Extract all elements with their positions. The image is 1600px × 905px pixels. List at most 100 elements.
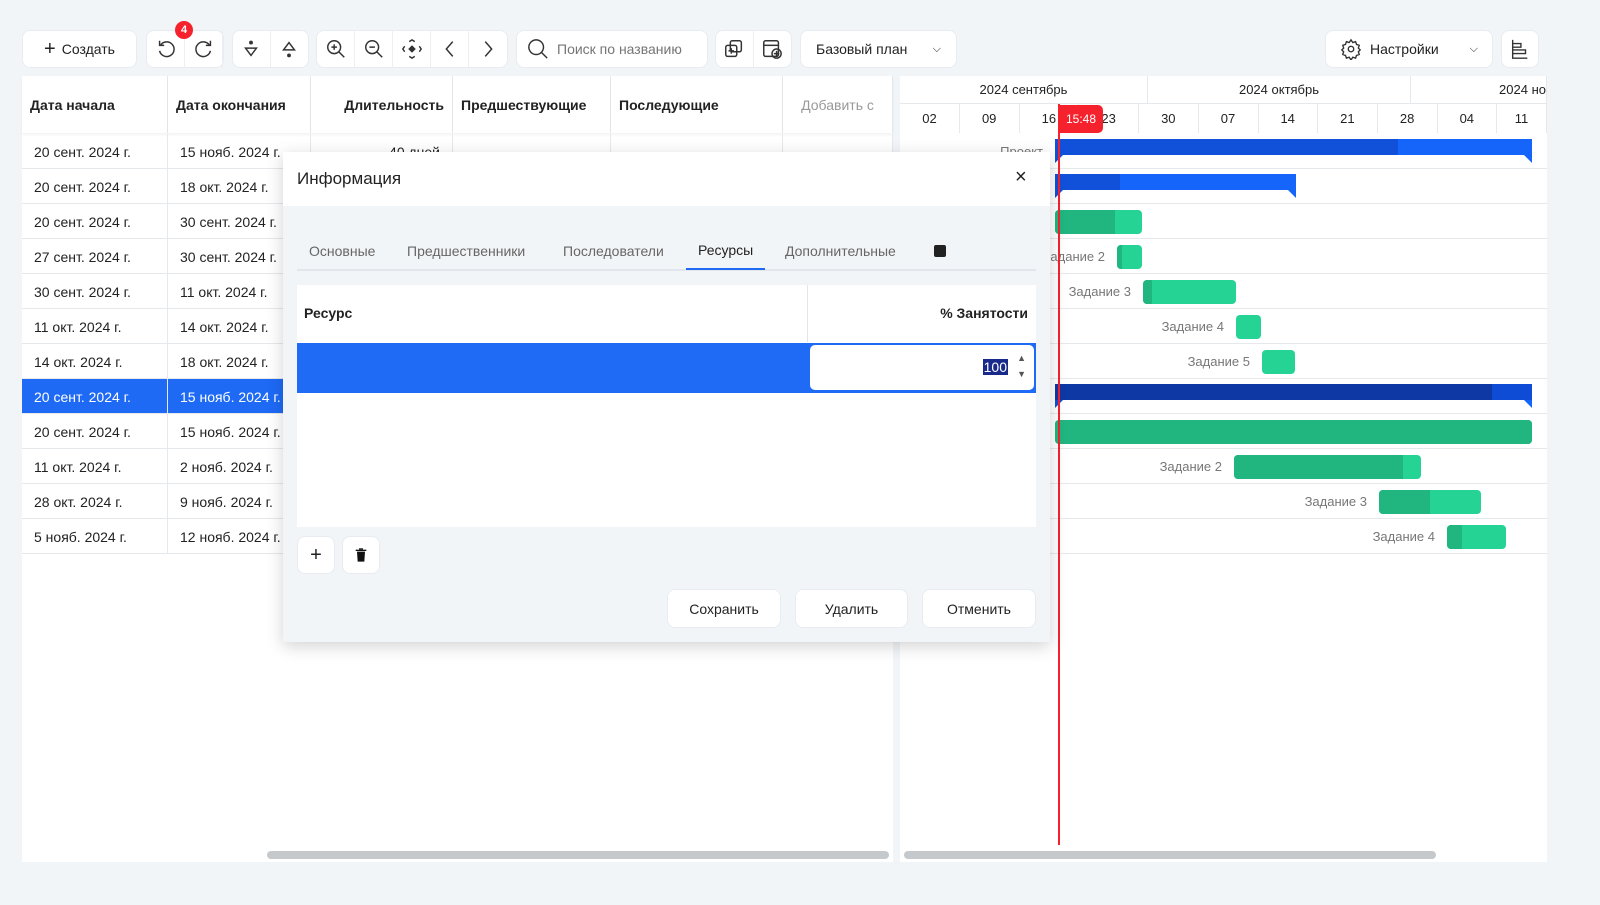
task-bar[interactable] <box>1055 420 1532 444</box>
task-bar[interactable] <box>1143 280 1236 304</box>
task-bar[interactable] <box>1055 210 1142 234</box>
chevron-left-icon <box>444 41 453 57</box>
cell-start[interactable]: 20 сент. 2024 г. <box>22 414 168 449</box>
task-info-dialog: Информация × Ресурс % Занятости 100 ▲ ▼ … <box>283 152 1050 642</box>
tab-0[interactable]: Основные <box>309 243 376 259</box>
zoom-out-button[interactable] <box>355 30 393 68</box>
delete-resource-row-button[interactable] <box>342 536 380 574</box>
expand-icon <box>244 40 259 57</box>
task-bar[interactable] <box>1117 245 1142 269</box>
gear-icon <box>1340 38 1362 60</box>
col-header-end[interactable]: Дата окончания <box>168 76 311 133</box>
tab-1[interactable]: Предшественники <box>407 243 526 259</box>
gantt-row <box>900 134 1547 169</box>
close-button[interactable]: × <box>1015 166 1027 188</box>
undo-button[interactable] <box>147 30 185 68</box>
fit-icon <box>401 38 422 60</box>
col-header-start[interactable]: Дата начала <box>22 76 168 133</box>
cell-start[interactable]: 20 сент. 2024 г. <box>22 134 168 169</box>
col-header-duration[interactable]: Длительность <box>311 76 453 133</box>
baseline-dropdown[interactable]: Базовый план ⌵ <box>800 30 957 68</box>
week-header: 21 <box>1318 104 1378 133</box>
cell-start[interactable]: 11 окт. 2024 г. <box>22 309 168 344</box>
tab-2[interactable]: Последователи <box>563 243 664 259</box>
cell-start[interactable]: 20 сент. 2024 г. <box>22 204 168 239</box>
delete-button[interactable]: Удалить <box>795 589 908 628</box>
collapse-icon <box>282 41 297 58</box>
zoom-in-button[interactable] <box>317 30 355 68</box>
dialog-title: Информация <box>297 169 402 188</box>
cell-start[interactable]: 11 окт. 2024 г. <box>22 449 168 484</box>
task-label: Задание 4 <box>1372 529 1435 544</box>
month-header: 2024 сентябрь <box>900 76 1148 104</box>
add-resource-row-button[interactable]: + <box>297 536 335 574</box>
task-bar[interactable] <box>1379 490 1481 514</box>
week-header: 11 <box>1497 104 1547 133</box>
gantt-row <box>900 204 1547 239</box>
fit-button[interactable] <box>393 30 431 68</box>
redo-icon <box>194 40 211 58</box>
zoom-in-icon <box>326 40 345 58</box>
search-input[interactable] <box>557 41 697 57</box>
today-line <box>1058 104 1060 845</box>
notes-tab-icon[interactable] <box>922 232 958 270</box>
cell-start[interactable]: 28 окт. 2024 г. <box>22 484 168 519</box>
table-scrollbar[interactable] <box>267 851 889 859</box>
cancel-button[interactable]: Отменить <box>922 589 1036 628</box>
tab-3[interactable]: Ресурсы <box>686 232 766 270</box>
cell-start[interactable]: 20 сент. 2024 г. <box>22 379 168 414</box>
prev-button[interactable] <box>431 30 469 68</box>
gantt-scrollbar[interactable] <box>904 851 1436 859</box>
col-header-successors[interactable]: Последующие <box>611 76 783 133</box>
month-header: 2024 но <box>1411 76 1547 104</box>
gantt-row <box>900 309 1547 344</box>
redo-button[interactable] <box>185 30 223 68</box>
task-bar[interactable] <box>1262 350 1295 374</box>
task-label: Задание 3 <box>1304 494 1367 509</box>
week-header: 14 <box>1258 104 1319 133</box>
task-bar[interactable] <box>1236 315 1261 339</box>
expand-all-button[interactable] <box>233 30 271 68</box>
add-subtask-button[interactable] <box>716 30 754 68</box>
settings-dropdown[interactable]: Настройки ⌵ <box>1325 30 1493 68</box>
cell-start[interactable]: 5 нояб. 2024 г. <box>22 519 168 554</box>
add-resource-button[interactable] <box>754 30 792 68</box>
gantt-row <box>900 484 1547 519</box>
save-button[interactable]: Сохранить <box>667 589 781 628</box>
week-header: 09 <box>960 104 1020 133</box>
today-badge: 15:48 <box>1059 105 1103 133</box>
summary-bar[interactable] <box>1055 384 1532 408</box>
task-bar[interactable] <box>1447 525 1506 549</box>
cell-start[interactable]: 27 сент. 2024 г. <box>22 239 168 274</box>
cell-empty[interactable] <box>783 134 893 169</box>
gantt-row <box>900 519 1547 554</box>
tab-4[interactable]: Дополнительные <box>785 243 896 259</box>
create-button[interactable]: + Создать <box>22 30 137 68</box>
search-box[interactable] <box>516 30 708 68</box>
cell-end[interactable]: 15 нояб. 2024 г. <box>168 134 311 169</box>
next-button[interactable] <box>469 30 507 68</box>
month-header: 2024 октябрь <box>1148 76 1411 104</box>
calendar-add-icon <box>763 40 783 59</box>
collapse-all-button[interactable] <box>271 30 309 68</box>
task-label: Задание 5 <box>1187 354 1250 369</box>
cell-start[interactable]: 20 сент. 2024 г. <box>22 169 168 204</box>
col-header-predecessors[interactable]: Предшествующие <box>453 76 611 133</box>
cell-empty[interactable] <box>611 134 783 169</box>
week-header: 23 <box>1079 104 1140 133</box>
spinner-down-icon[interactable]: ▼ <box>1017 369 1026 379</box>
plus-icon: + <box>44 37 56 60</box>
week-header: 07 <box>1199 104 1259 133</box>
summary-bar[interactable] <box>1055 174 1296 198</box>
cell-start[interactable]: 30 сент. 2024 г. <box>22 274 168 309</box>
task-bar[interactable] <box>1234 455 1421 479</box>
trash-icon <box>355 548 367 562</box>
summary-bar[interactable] <box>1055 139 1532 163</box>
load-input[interactable]: 100 ▲ ▼ <box>809 344 1035 391</box>
zoom-out-icon <box>364 40 383 58</box>
cell-empty[interactable] <box>453 134 611 169</box>
layout-toggle-button[interactable] <box>1501 30 1539 68</box>
spinner-up-icon[interactable]: ▲ <box>1017 353 1026 363</box>
cell-start[interactable]: 14 окт. 2024 г. <box>22 344 168 379</box>
add-column-button[interactable]: Добавить с <box>783 76 893 133</box>
